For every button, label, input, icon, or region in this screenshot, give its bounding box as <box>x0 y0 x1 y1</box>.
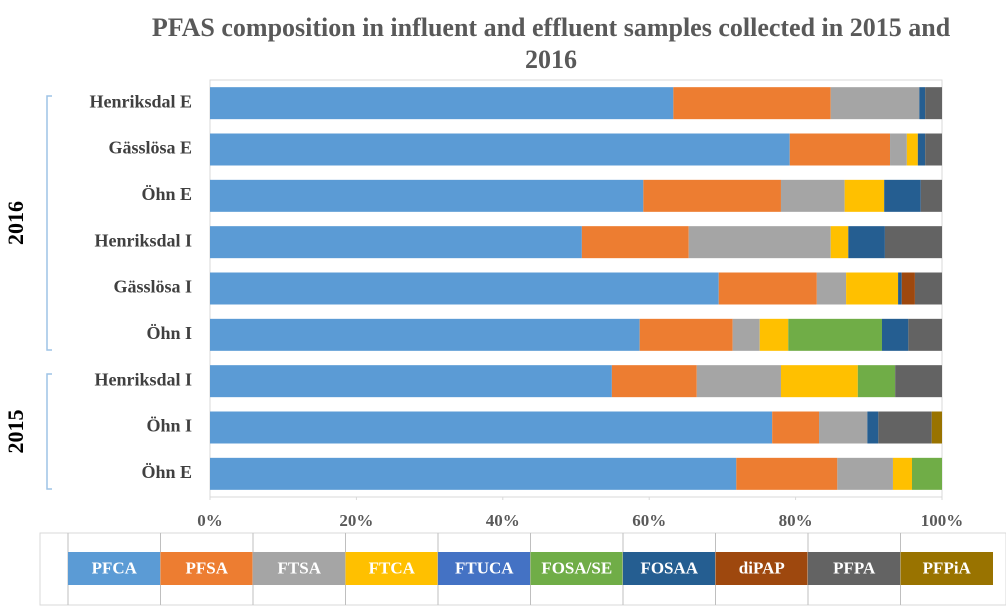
bar-segment <box>780 179 845 212</box>
bar-segment <box>878 411 932 444</box>
group-label: 2015 <box>3 410 28 454</box>
y-tick-label: Öhn I <box>146 416 192 436</box>
y-tick-label: Henriksdal E <box>89 91 192 111</box>
bar-segment <box>210 365 612 398</box>
bar-segment <box>639 318 733 351</box>
bar-segment <box>673 87 831 120</box>
y-tick-label: Gässlösa E <box>108 138 192 158</box>
bar-segment <box>884 226 942 259</box>
bar-segment <box>210 411 773 444</box>
bar-segment <box>906 133 918 166</box>
bar-segment <box>816 272 847 305</box>
y-tick-label: Henriksdal I <box>94 230 192 250</box>
legend-frame <box>39 532 1006 606</box>
y-tick-label: Gässlösa I <box>113 277 192 297</box>
bar-segment <box>895 365 942 398</box>
bar-segment <box>911 457 942 490</box>
x-tick-label: 100% <box>921 511 964 530</box>
legend-label: FOSA/SE <box>541 558 612 577</box>
y-tick-label: Öhn I <box>146 323 192 343</box>
bar-segment <box>848 226 885 259</box>
bar-segment <box>210 179 644 212</box>
bar-segment <box>914 272 942 305</box>
bar-segment <box>892 457 912 490</box>
bar-segment <box>837 457 893 490</box>
bar-segment <box>210 226 582 259</box>
bar-segment <box>210 457 737 490</box>
bar-segment <box>846 272 899 305</box>
bar-segment <box>688 226 831 259</box>
legend-swatch <box>530 552 623 585</box>
bar-segment <box>884 179 921 212</box>
legend-label: PFPA <box>833 558 876 577</box>
x-tick-label: 60% <box>632 511 666 530</box>
x-tick-label: 20% <box>339 511 373 530</box>
legend-label: FTCA <box>369 558 416 577</box>
legend-swatch <box>900 552 993 585</box>
bar-segment <box>830 226 849 259</box>
x-tick-label: 80% <box>779 511 813 530</box>
legend-swatch <box>808 552 901 585</box>
bar-segment <box>925 87 942 120</box>
bar-segment <box>857 365 896 398</box>
legend-label: PFPiA <box>923 558 972 577</box>
bar-segment <box>819 411 868 444</box>
bar-segment <box>780 365 858 398</box>
bar-segment <box>830 87 920 120</box>
bar-segment <box>581 226 689 259</box>
legend-swatch <box>438 552 531 585</box>
bar-segment <box>901 272 915 305</box>
legend-swatch <box>623 552 716 585</box>
bar-segment <box>210 87 674 120</box>
legend-swatch <box>253 552 346 585</box>
bar-segment <box>881 318 909 351</box>
y-tick-label: Henriksdal I <box>94 369 192 389</box>
x-tick-label: 40% <box>486 511 520 530</box>
legend-swatch <box>68 552 161 585</box>
x-tick-label: 0% <box>197 511 223 530</box>
bar-segment <box>925 133 942 166</box>
legend-swatch <box>160 552 253 585</box>
legend-label: diPAP <box>739 558 785 577</box>
bar-segment <box>210 318 640 351</box>
y-tick-label: Öhn E <box>141 462 192 482</box>
bar-segment <box>611 365 697 398</box>
bar-segment <box>732 318 760 351</box>
group-label: 2016 <box>3 201 28 245</box>
bar-segment <box>788 318 882 351</box>
bar-segment <box>696 365 781 398</box>
bar-segment <box>210 133 790 166</box>
y-tick-label: Öhn E <box>141 184 192 204</box>
bar-segment <box>789 133 891 166</box>
chart-title: PFAS composition in influent and effluen… <box>151 13 951 74</box>
legend-swatch <box>715 552 808 585</box>
bar-segment <box>919 87 926 120</box>
bar-segment <box>759 318 789 351</box>
legend-label: PFCA <box>92 558 138 577</box>
group-bracket <box>46 95 52 351</box>
bar-segment <box>844 179 885 212</box>
bar-segment <box>210 272 719 305</box>
group-bracket <box>46 373 52 490</box>
bar-segment <box>867 411 879 444</box>
legend-swatch <box>345 552 438 585</box>
bar-segment <box>736 457 838 490</box>
bar-segment <box>772 411 820 444</box>
legend-label: PFSA <box>186 558 229 577</box>
legend-label: FOSAA <box>640 558 698 577</box>
legend-label: FTUCA <box>455 558 514 577</box>
bar-segment <box>898 272 902 305</box>
legend-label: FTSA <box>278 558 322 577</box>
bar-segment <box>890 133 907 166</box>
bar-segment <box>908 318 942 351</box>
bar-segment <box>643 179 781 212</box>
bar-segment <box>931 411 942 444</box>
bar-segment <box>917 133 926 166</box>
bar-segment <box>920 179 942 212</box>
bar-segment <box>718 272 817 305</box>
